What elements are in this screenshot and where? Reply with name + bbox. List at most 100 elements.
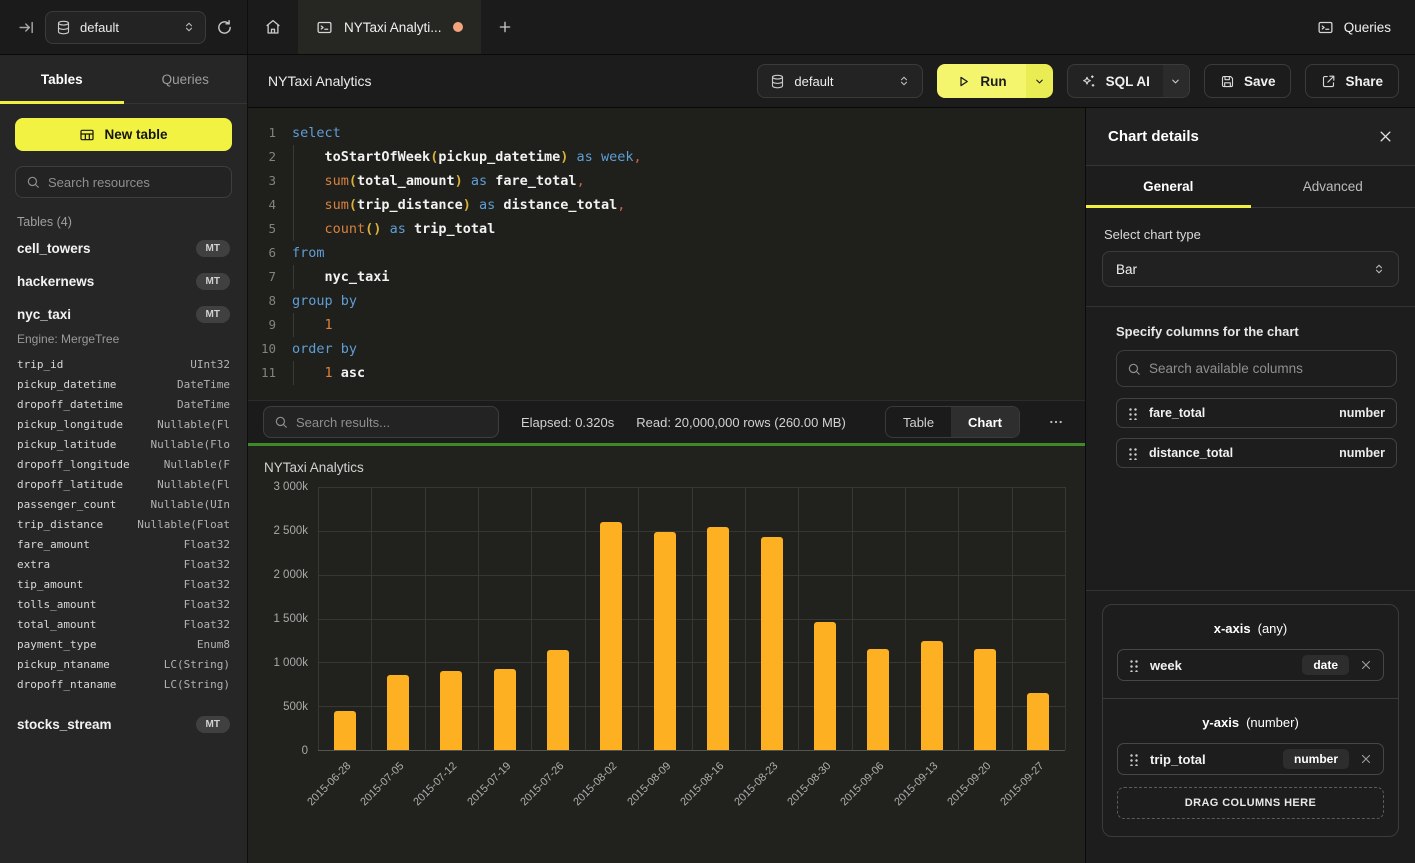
tab-nytaxi-analytics[interactable]: NYTaxi Analyti... bbox=[298, 0, 481, 54]
gridline-vertical bbox=[531, 487, 532, 750]
y-axis-column-trip-total[interactable]: trip_total number bbox=[1117, 743, 1384, 775]
remove-column-button[interactable] bbox=[1360, 659, 1372, 671]
run-options-button[interactable] bbox=[1026, 64, 1053, 98]
table-item-cell-towers[interactable]: cell_towers MT bbox=[15, 232, 232, 265]
table-item-hackernews[interactable]: hackernews MT bbox=[15, 265, 232, 298]
run-button[interactable]: Run bbox=[937, 64, 1025, 98]
columns-label: Specify columns for the chart bbox=[1116, 324, 1397, 339]
sidebar-tab-tables[interactable]: Tables bbox=[0, 55, 124, 103]
code-text: sum(total_amount) as fare_total, bbox=[276, 169, 585, 193]
column-type: DateTime bbox=[177, 395, 230, 415]
code-text: toStartOfWeek(pickup_datetime) as week, bbox=[276, 145, 642, 169]
code-text: nyc_taxi bbox=[276, 265, 390, 289]
sql-ai-label: SQL AI bbox=[1106, 74, 1150, 89]
tab-general[interactable]: General bbox=[1086, 166, 1251, 207]
code-line: 8group by bbox=[248, 289, 1085, 313]
new-table-label: New table bbox=[104, 127, 167, 142]
column-type: Nullable(F bbox=[164, 455, 230, 475]
drop-zone[interactable]: DRAG COLUMNS HERE bbox=[1117, 787, 1384, 819]
sql-ai-button[interactable]: SQL AI bbox=[1068, 65, 1163, 97]
column-row: total_amountFloat32 bbox=[17, 615, 230, 635]
save-button[interactable]: Save bbox=[1204, 64, 1292, 98]
code-line: 4 sum(trip_distance) as distance_total, bbox=[248, 193, 1085, 217]
token-pun: , bbox=[577, 173, 585, 189]
token-kw: as bbox=[479, 197, 495, 213]
code-text: 1 asc bbox=[276, 361, 365, 385]
results-search-input[interactable] bbox=[296, 415, 488, 430]
line-number: 10 bbox=[248, 337, 276, 361]
new-table-button[interactable]: New table bbox=[15, 118, 232, 151]
line-number: 6 bbox=[248, 241, 276, 265]
y-tick-label: 1 000k bbox=[273, 657, 308, 669]
tables-section-label: Tables (4) bbox=[17, 215, 230, 229]
table-item-nyc-taxi[interactable]: nyc_taxi MT bbox=[15, 298, 232, 331]
token-num: 1 bbox=[325, 365, 333, 381]
available-column-fare_total[interactable]: fare_totalnumber bbox=[1116, 398, 1397, 428]
refresh-button[interactable] bbox=[216, 19, 233, 36]
column-name: pickup_datetime bbox=[17, 375, 116, 395]
x-tick-label: 2015-07-05 bbox=[358, 760, 406, 808]
sidebar-search-input[interactable] bbox=[48, 175, 221, 190]
collapse-sidebar-icon bbox=[18, 19, 35, 36]
collapse-sidebar-button[interactable] bbox=[18, 19, 35, 36]
panel-divider bbox=[1086, 590, 1415, 591]
chart-details-panel: Chart details General Advanced Select ch… bbox=[1085, 108, 1415, 863]
token-pun: , bbox=[617, 197, 625, 213]
share-button[interactable]: Share bbox=[1305, 64, 1399, 98]
token-pl bbox=[593, 149, 601, 165]
database-selector[interactable]: default bbox=[45, 11, 206, 44]
code-line: 5 count() as trip_total bbox=[248, 217, 1085, 241]
code-line: 6from bbox=[248, 241, 1085, 265]
token-pl bbox=[381, 221, 389, 237]
view-toggle-table[interactable]: Table bbox=[886, 407, 951, 437]
drag-handle-icon[interactable] bbox=[1128, 406, 1138, 420]
bar-2015-08-02 bbox=[600, 522, 622, 750]
gridline-vertical bbox=[745, 487, 746, 750]
tab-advanced[interactable]: Advanced bbox=[1251, 166, 1415, 207]
table-grid-icon bbox=[79, 127, 95, 143]
queries-button[interactable]: Queries bbox=[1317, 19, 1391, 36]
sql-editor[interactable]: 1select2 toStartOfWeek(pickup_datetime) … bbox=[248, 108, 1085, 400]
column-row: tip_amountFloat32 bbox=[17, 575, 230, 595]
new-tab-button[interactable] bbox=[481, 0, 529, 54]
token-kw: order by bbox=[292, 341, 357, 357]
columns-search-input[interactable] bbox=[1149, 361, 1386, 376]
token-fn: sum bbox=[325, 173, 349, 189]
view-toggle-chart[interactable]: Chart bbox=[951, 407, 1019, 437]
column-type: Nullable(UIn bbox=[151, 495, 230, 515]
y-tick-label: 500k bbox=[283, 701, 308, 713]
column-type: Float32 bbox=[184, 535, 230, 555]
chevron-down-icon bbox=[1034, 76, 1045, 87]
gridline-vertical bbox=[852, 487, 853, 750]
token-pl bbox=[292, 149, 325, 165]
code-line: 9 1 bbox=[248, 313, 1085, 337]
axes-container: x-axis(any) week date bbox=[1102, 604, 1399, 837]
x-tick-label: 2015-09-06 bbox=[838, 760, 886, 808]
available-column-distance_total[interactable]: distance_totalnumber bbox=[1116, 438, 1397, 468]
sql-ai-options-button[interactable] bbox=[1163, 65, 1189, 97]
column-row: tolls_amountFloat32 bbox=[17, 595, 230, 615]
drag-handle-icon[interactable] bbox=[1128, 446, 1138, 460]
nyc-taxi-column-list: trip_idUInt32pickup_datetimeDateTimedrop… bbox=[17, 355, 230, 695]
token-id: trip_total bbox=[414, 221, 495, 237]
x-axis-title: x-axis(any) bbox=[1117, 621, 1384, 636]
chart-title: NYTaxi Analytics bbox=[264, 460, 1065, 475]
drag-handle-icon[interactable] bbox=[1129, 658, 1139, 672]
drag-handle-icon[interactable] bbox=[1129, 752, 1139, 766]
gridline-vertical bbox=[638, 487, 639, 750]
sidebar-tab-queries[interactable]: Queries bbox=[124, 55, 248, 103]
chevron-up-down-icon bbox=[1373, 262, 1385, 276]
x-axis-column-week[interactable]: week date bbox=[1117, 649, 1384, 681]
y-tick-label: 1 500k bbox=[273, 613, 308, 625]
sidebar-content: New table Tables (4) cell_towers MT hack… bbox=[0, 104, 247, 863]
column-type: DateTime bbox=[177, 375, 230, 395]
home-button[interactable] bbox=[248, 0, 298, 54]
close-panel-button[interactable] bbox=[1378, 129, 1393, 144]
remove-column-button[interactable] bbox=[1360, 753, 1372, 765]
gridline-vertical bbox=[1065, 487, 1066, 750]
chart-type-select[interactable]: Bar bbox=[1102, 251, 1399, 287]
more-options-button[interactable] bbox=[1042, 414, 1070, 430]
token-pl bbox=[292, 317, 325, 333]
query-database-selector[interactable]: default bbox=[757, 64, 923, 98]
table-item-stocks-stream[interactable]: stocks_stream MT bbox=[15, 708, 232, 741]
